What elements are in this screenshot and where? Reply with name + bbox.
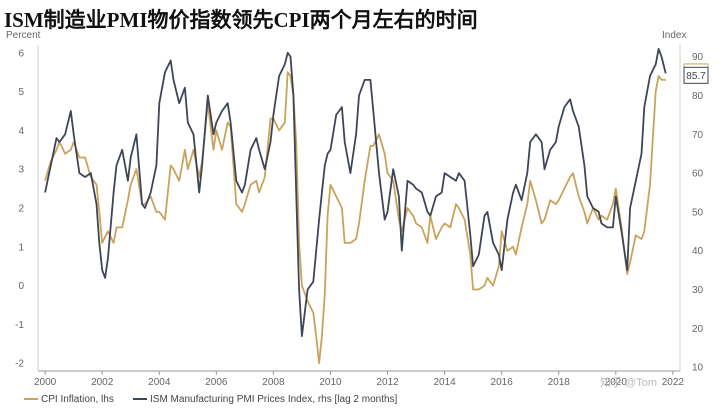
x-tick-label: 2018	[548, 377, 571, 388]
x-tick-label: 2002	[91, 377, 114, 388]
x-tick-label: 2000	[34, 377, 57, 388]
x-tick-label: 2014	[433, 377, 456, 388]
y-right-tick-label: 30	[692, 285, 704, 296]
y-right-tick-label: 60	[692, 169, 704, 180]
y-right-tick-label: 10	[692, 363, 704, 374]
x-tick-label: 2016	[491, 377, 514, 388]
x-tick-label: 2012	[376, 377, 399, 388]
y-left-tick-label: 5	[18, 87, 24, 98]
chart-title: ISM制造业PMI物价指数领先CPI两个月左右的时间	[4, 8, 478, 32]
legend-label-ism: ISM Manufacturing PMI Prices Index, rhs …	[150, 394, 398, 405]
legend: CPI Inflation, lhs ISM Manufacturing PMI …	[24, 394, 398, 405]
y-right-tick-label: 20	[692, 324, 704, 335]
y-right-tick-label: 70	[692, 130, 704, 141]
x-tick-label: 2006	[205, 377, 228, 388]
end-labels: 5.385.7	[683, 63, 709, 84]
x-tick-label: 2010	[319, 377, 342, 388]
x-tick-label: 2008	[262, 377, 285, 388]
y-left-tick-label: 0	[18, 281, 24, 292]
legend-label-cpi: CPI Inflation, lhs	[41, 394, 114, 405]
svg-text:85.7: 85.7	[686, 71, 706, 82]
y-right-tick-label: 80	[692, 91, 704, 102]
watermark: 知乎 @Tom	[600, 375, 657, 389]
y-right-tick-label: 40	[692, 246, 704, 257]
y-right-axis-title: Index	[662, 30, 686, 41]
cpi-inflation-line	[44, 71, 666, 365]
y-left-tick-label: 1	[18, 242, 24, 253]
y-left-tick-label: 4	[18, 126, 24, 137]
x-tick-label: 2004	[148, 377, 171, 388]
y-right-tick-label: 50	[692, 207, 704, 218]
x-tick-label: 2020	[605, 377, 628, 388]
series-layer	[44, 48, 667, 365]
y-left-tick-label: 3	[18, 165, 24, 176]
axes: Percent Index6543210-1-290807060504030201…	[6, 30, 704, 388]
y-left-tick-label: -2	[15, 359, 24, 370]
ism-end-label: 85.7	[683, 66, 709, 84]
y-left-axis-title: Percent	[6, 30, 41, 41]
ism-prices-line	[44, 48, 667, 337]
y-left-tick-label: 2	[18, 204, 24, 215]
y-right-tick-label: 90	[692, 52, 704, 63]
y-left-tick-label: -1	[15, 320, 24, 331]
y-left-tick-label: 6	[18, 48, 24, 59]
x-tick-label: 2022	[662, 377, 685, 388]
